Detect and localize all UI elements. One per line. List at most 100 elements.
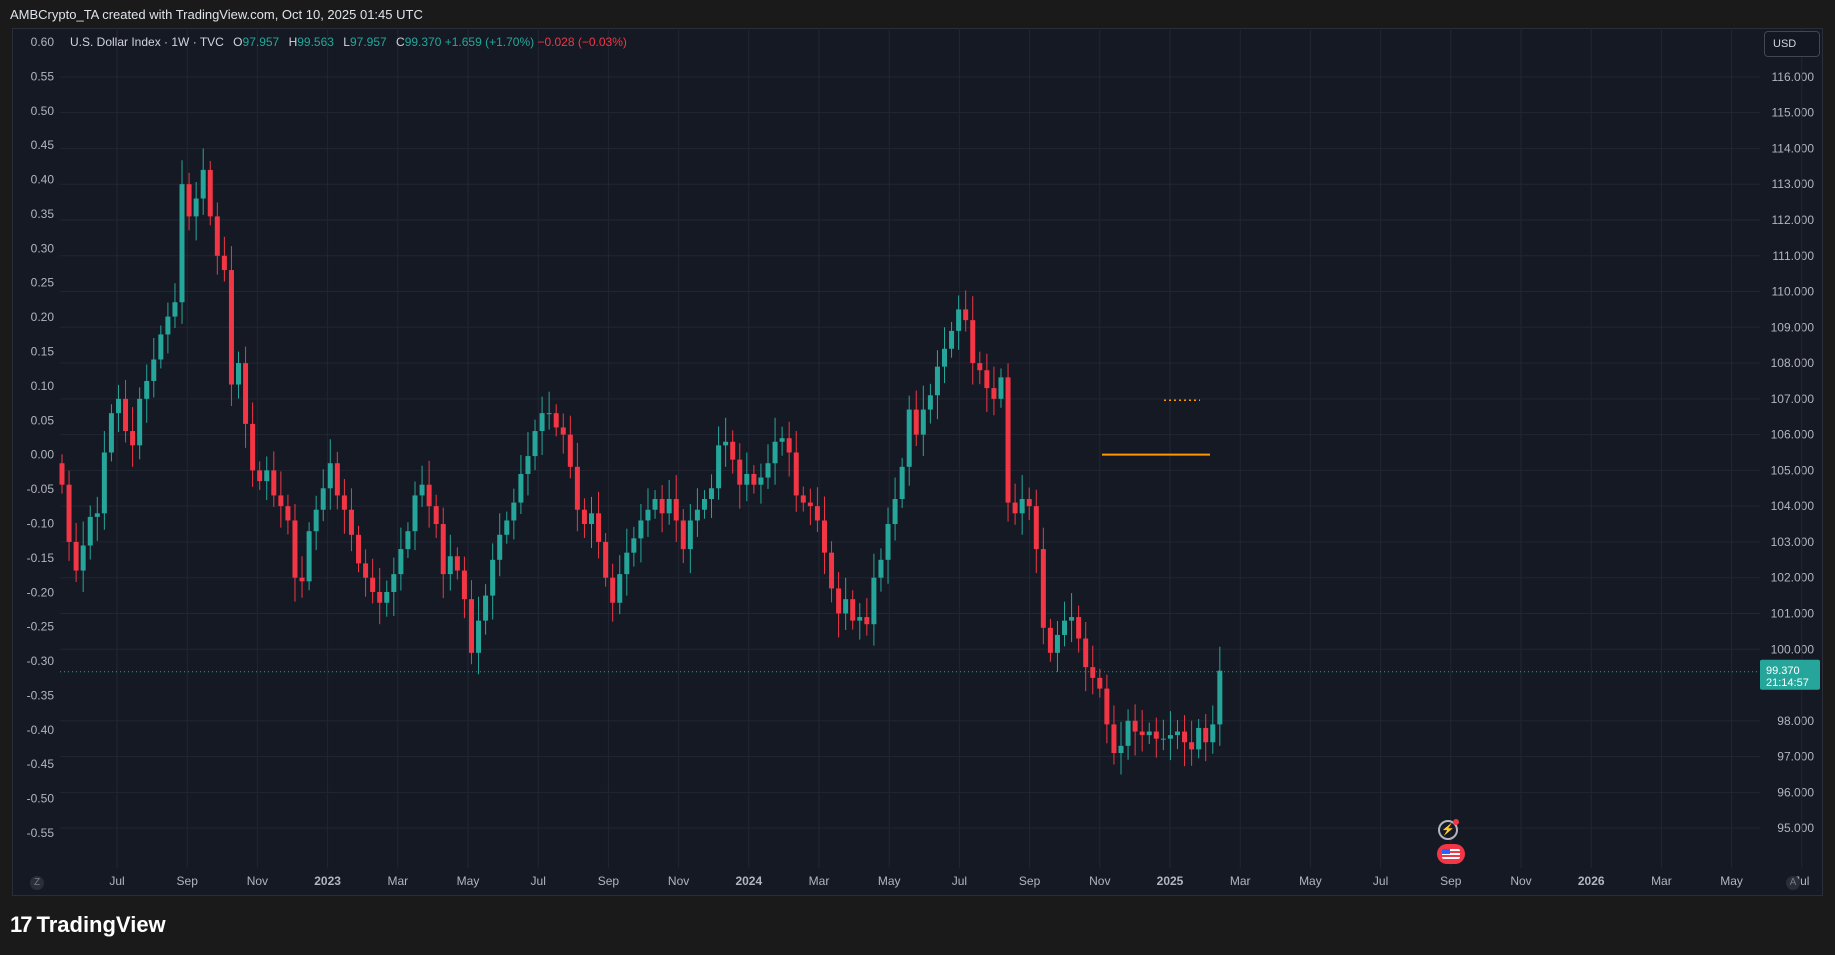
candle-body (793, 452, 799, 496)
candle-body (723, 441, 729, 446)
candle-body (920, 409, 926, 435)
auto-scale-icon[interactable]: A (1786, 876, 1800, 890)
right-tick-label: 105.000 (1771, 463, 1815, 477)
candle-body (158, 334, 164, 360)
x-tick-label: 2026 (1578, 874, 1605, 888)
right-tick-label: 104.000 (1771, 499, 1815, 513)
candle-body (1019, 499, 1025, 514)
x-tick-label: Jul (531, 874, 546, 888)
candle-body (1160, 738, 1166, 740)
us-flag-icon[interactable] (1437, 844, 1465, 864)
candle-body (1054, 634, 1060, 653)
right-tick-label: 115.000 (1772, 106, 1815, 120)
right-tick-label: 112.000 (1772, 213, 1815, 227)
candle-body (511, 502, 517, 521)
candle-body (709, 488, 715, 500)
candle-body (977, 363, 983, 371)
left-tick-label: -0.20 (27, 585, 55, 599)
candle-body (680, 520, 686, 550)
right-tick-label: 113.000 (1772, 177, 1815, 191)
candle-body (765, 463, 771, 478)
candle-body (391, 574, 397, 593)
candle-body (243, 363, 249, 424)
candle-body (984, 370, 990, 389)
left-tick-label: 0.50 (31, 104, 55, 118)
candle-body (892, 499, 898, 525)
left-tick-label: 0.30 (31, 241, 55, 255)
candle-body (461, 570, 467, 600)
left-tick-label: -0.30 (27, 654, 55, 668)
legend-open: 97.957 (242, 35, 280, 49)
last-price-value: 99.370 (1766, 665, 1800, 677)
candle-body (1097, 677, 1103, 689)
candle-body (1012, 502, 1018, 514)
candle-body (115, 398, 121, 414)
right-tick-label: 97.000 (1777, 750, 1814, 764)
candle-body (165, 316, 171, 335)
x-tick-label: Mar (1230, 874, 1251, 888)
candle-body (200, 169, 206, 199)
candle-body (264, 470, 270, 482)
flag-glyph (1442, 849, 1460, 859)
candle-body (694, 509, 700, 521)
candle-body (130, 431, 136, 446)
candle-body (334, 463, 340, 496)
left-tick-label: -0.15 (27, 551, 55, 565)
candle-body (814, 506, 820, 521)
candle-body (1062, 620, 1068, 635)
candle-body (553, 413, 559, 428)
candle-body (546, 413, 552, 415)
candle-body (440, 524, 446, 575)
footer-bar (0, 896, 1835, 955)
x-tick-label: Jul (952, 874, 967, 888)
candle-body (59, 463, 65, 485)
candle-body (504, 520, 510, 535)
currency-button[interactable]: USD (1764, 31, 1820, 57)
candle-body (468, 599, 474, 653)
candle-body (652, 499, 658, 510)
legend-change-2: −0.028 (−0.03%) (537, 35, 627, 49)
countdown-value: 21:14:57 (1766, 677, 1809, 689)
bolt-icon[interactable]: ⚡ (1438, 819, 1459, 840)
candle-body (829, 552, 835, 589)
legend-symbol: U.S. Dollar Index · 1W · TVC (70, 35, 224, 49)
candle-body (843, 599, 849, 614)
candle-body (299, 577, 305, 582)
candle-body (1132, 720, 1138, 732)
tradingview-logo[interactable]: 17 TradingView (10, 912, 166, 938)
x-tick-label: 2023 (314, 874, 341, 888)
candle-body (956, 309, 962, 331)
candle-body (730, 441, 736, 460)
left-tick-label: -0.50 (27, 792, 55, 806)
candle-body (970, 320, 976, 364)
candle-body (1111, 724, 1117, 753)
candle-body (850, 599, 856, 621)
candle-body (214, 216, 220, 256)
candle-body (772, 441, 778, 464)
legend-change: +1.659 (+1.70%) (444, 35, 535, 49)
candle-body (1033, 506, 1039, 550)
candle-body (525, 456, 531, 474)
candle-body (574, 466, 580, 510)
candle-body (603, 541, 609, 578)
candle-body (638, 520, 644, 539)
candle-body (363, 563, 369, 578)
zoom-z-icon[interactable]: Z (30, 876, 44, 890)
candlestick-chart[interactable]: 116.000 115.000 114.000 113.000 112.000 111.0… (12, 28, 1823, 896)
right-tick-label: 101.000 (1771, 606, 1815, 620)
candle-body (1182, 731, 1188, 743)
candle-body (864, 617, 870, 625)
candle-body (518, 473, 524, 503)
candle-body (871, 577, 877, 625)
candle-body (949, 330, 955, 349)
x-tick-label: Nov (668, 874, 689, 888)
candle-body (1118, 745, 1124, 753)
x-tick-label: May (1720, 874, 1743, 888)
candle-body (631, 538, 637, 553)
candle-body (701, 499, 707, 510)
candle-body (87, 516, 93, 546)
candle-body (341, 495, 347, 510)
candle-body (306, 531, 312, 582)
right-tick-label: 95.000 (1777, 821, 1814, 835)
right-tick-label: 102.000 (1771, 571, 1815, 585)
